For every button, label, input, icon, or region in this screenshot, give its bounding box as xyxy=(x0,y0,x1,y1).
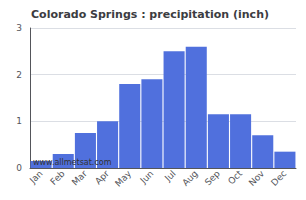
svg-text:Feb: Feb xyxy=(48,168,67,187)
svg-text:Mar: Mar xyxy=(70,168,89,187)
svg-text:www.allmetsat.com: www.allmetsat.com xyxy=(33,158,112,167)
svg-text:Sep: Sep xyxy=(203,168,222,187)
svg-text:Nov: Nov xyxy=(247,168,267,188)
svg-text:Colorado Springs : precipitati: Colorado Springs : precipitation (inch) xyxy=(31,8,269,21)
svg-text:Apr: Apr xyxy=(93,168,111,186)
svg-text:Dec: Dec xyxy=(269,168,288,187)
svg-text:2: 2 xyxy=(16,70,22,80)
svg-text:1: 1 xyxy=(16,116,22,126)
svg-text:Jul: Jul xyxy=(162,168,177,183)
svg-text:Jun: Jun xyxy=(138,168,156,186)
svg-text:Jan: Jan xyxy=(27,168,45,186)
svg-text:Oct: Oct xyxy=(226,168,244,186)
svg-text:3: 3 xyxy=(16,23,22,33)
svg-text:May: May xyxy=(113,168,134,189)
svg-text:0: 0 xyxy=(16,163,22,173)
svg-text:Aug: Aug xyxy=(180,168,199,187)
